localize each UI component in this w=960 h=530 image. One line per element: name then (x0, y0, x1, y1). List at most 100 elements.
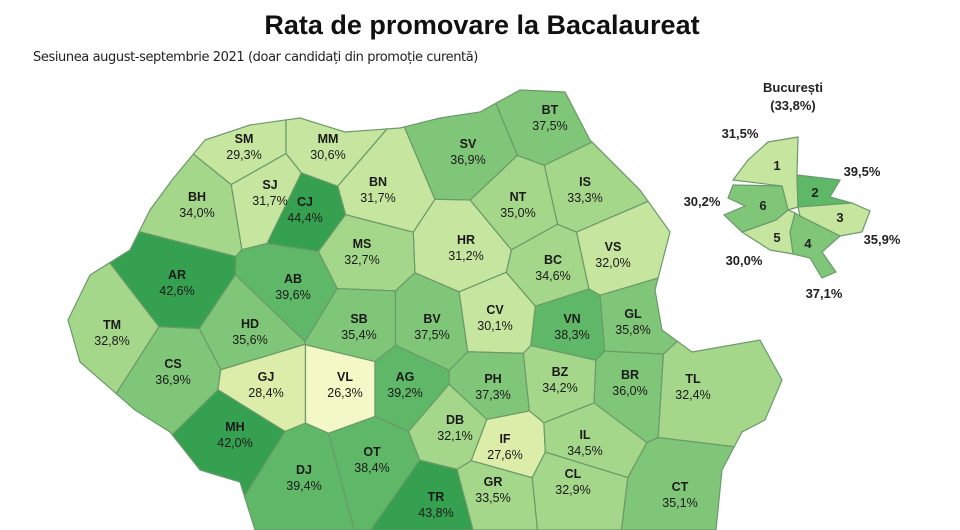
county-code: GR (484, 475, 503, 489)
county-value: 30,6% (310, 148, 345, 162)
county-code: MM (318, 132, 339, 146)
sector-value: 37,1% (806, 286, 843, 301)
county-code: PH (484, 372, 501, 386)
county-code: VN (563, 312, 580, 326)
county-value: 37,5% (414, 328, 449, 342)
county-code: DJ (296, 463, 312, 477)
county-value: 34,0% (179, 206, 214, 220)
map-title: Rata de promovare la Bacalaureat (264, 10, 700, 40)
county-code: BV (423, 312, 441, 326)
county-code: SM (235, 132, 254, 146)
county-value: 28,4% (248, 386, 283, 400)
county-value: 36,9% (155, 373, 190, 387)
map-subtitle: Sesiunea august-septembrie 2021 (doar ca… (33, 50, 478, 65)
county-value: 42,6% (159, 284, 194, 298)
bucuresti-inset: București (33,8%) 1 31,5% 2 39,5% 3 30,2% 4 35,9%… (684, 80, 901, 301)
county-value: 32,7% (344, 253, 379, 267)
county-code: AB (284, 272, 302, 286)
county-value: 35,1% (662, 496, 697, 510)
county-code: TM (103, 318, 121, 332)
county-gr[interactable] (456, 460, 539, 530)
county-value: 36,0% (612, 384, 647, 398)
county-value: 37,5% (532, 119, 567, 133)
county-code: GL (624, 307, 642, 321)
county-value: 39,6% (275, 288, 310, 302)
county-value: 32,1% (437, 429, 472, 443)
county-regions (67, 89, 783, 530)
sector-label: 3 (836, 210, 843, 225)
county-code: VS (605, 240, 622, 254)
county-code: AG (396, 370, 415, 384)
county-code: SJ (262, 178, 277, 192)
county-code: NT (510, 190, 527, 204)
county-code: BR (621, 368, 639, 382)
county-value: 32,0% (595, 256, 630, 270)
county-value: 34,6% (535, 269, 570, 283)
bucuresti-title: București (763, 80, 823, 95)
sector-value: 35,9% (864, 232, 901, 247)
sector-value: 30,2% (684, 194, 721, 209)
sector-value: 39,5% (844, 164, 881, 179)
county-code: HD (241, 317, 259, 331)
county-code: SB (350, 312, 367, 326)
county-code: VL (337, 370, 353, 384)
county-value: 34,5% (567, 444, 602, 458)
county-code: IF (499, 432, 510, 446)
county-code: TL (685, 372, 701, 386)
county-value: 44,4% (287, 211, 322, 225)
county-value: 33,3% (567, 191, 602, 205)
county-value: 38,3% (554, 328, 589, 342)
county-code: BH (188, 190, 206, 204)
county-value: 31,2% (448, 249, 483, 263)
sector-label: 4 (804, 236, 812, 251)
bucuresti-total: (33,8%) (770, 98, 816, 113)
county-code: TR (428, 490, 445, 504)
sector-label: 6 (759, 198, 766, 213)
county-code: IS (579, 175, 591, 189)
county-code: MH (225, 420, 244, 434)
county-code: CV (486, 303, 504, 317)
county-value: 27,6% (487, 448, 522, 462)
county-value: 31,7% (252, 194, 287, 208)
county-value: 32,9% (555, 483, 590, 497)
county-code: OT (363, 445, 381, 459)
sector-6[interactable] (722, 184, 789, 233)
county-value: 39,2% (387, 386, 422, 400)
county-value: 38,4% (354, 461, 389, 475)
county-value: 35,8% (615, 323, 650, 337)
county-value: 37,3% (475, 388, 510, 402)
county-code: CJ (297, 195, 313, 209)
county-value: 32,8% (94, 334, 129, 348)
county-code: SV (460, 137, 477, 151)
county-code: HR (457, 233, 475, 247)
county-code: IL (579, 428, 590, 442)
county-value: 30,1% (477, 319, 512, 333)
county-value: 26,3% (327, 386, 362, 400)
county-code: BZ (552, 365, 569, 379)
sector-label: 2 (811, 185, 818, 200)
county-labels: SM 29,3% MM 30,6% SJ 31,7% BN 31,7% CJ 44,4% BH 34,… (94, 103, 710, 520)
county-value: 35,4% (341, 328, 376, 342)
county-tl[interactable] (657, 339, 783, 448)
sector-label: 5 (773, 230, 780, 245)
county-value: 43,8% (418, 506, 453, 520)
county-value: 39,4% (286, 479, 321, 493)
county-code: DB (446, 413, 464, 427)
county-ct[interactable] (620, 436, 736, 530)
county-code: BT (542, 103, 559, 117)
county-value: 36,9% (450, 153, 485, 167)
county-code: BC (544, 253, 562, 267)
sector-label: 1 (773, 158, 780, 173)
county-value: 34,2% (542, 381, 577, 395)
county-value: 29,3% (226, 148, 261, 162)
county-code: MS (353, 237, 372, 251)
county-code: CL (565, 467, 582, 481)
county-code: CS (164, 357, 181, 371)
county-code: CT (672, 480, 689, 494)
county-value: 31,7% (360, 191, 395, 205)
county-value: 33,5% (475, 491, 510, 505)
sector-value: 30,0% (726, 253, 763, 268)
county-code: AR (168, 268, 186, 282)
county-value: 42,0% (217, 436, 252, 450)
